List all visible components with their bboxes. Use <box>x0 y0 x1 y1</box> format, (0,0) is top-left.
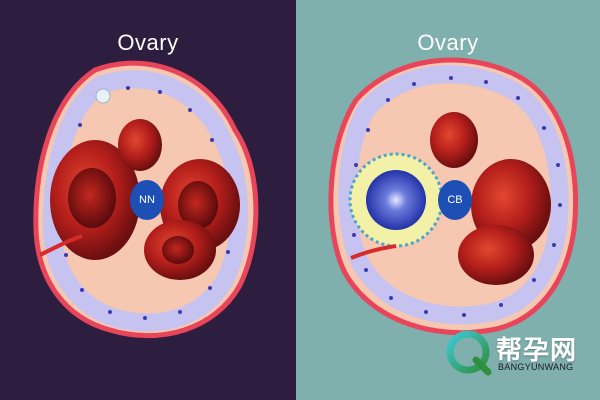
right-follicle-bottom <box>458 225 534 285</box>
left-panel-title: Ovary <box>117 30 179 55</box>
right-tissue-ring <box>338 65 569 325</box>
watermark-subtitle: BANGYUNWANG <box>498 362 574 372</box>
left-label-badge: NN <box>130 180 164 220</box>
right-label-badge: CB <box>438 180 472 220</box>
left-follicle-core <box>68 168 116 228</box>
left-panel: Ovary NN <box>0 0 296 400</box>
left-white-bead <box>95 88 111 104</box>
right-panel-title: Ovary <box>417 30 479 55</box>
watermark: 帮孕网 BANGYUNWANG <box>446 330 596 378</box>
right-egg <box>366 170 426 230</box>
right-follicle-top <box>430 112 478 168</box>
watermark-logo-text: 帮孕网 <box>496 336 578 366</box>
left-vessel <box>39 234 83 257</box>
q-logo-icon <box>446 330 492 376</box>
left-follicle-bottom-core <box>162 236 194 264</box>
left-follicle-top <box>118 119 162 171</box>
left-follicle-right-core <box>178 181 218 229</box>
right-vessel <box>350 244 397 260</box>
right-panel: Ovary CB <box>296 0 600 400</box>
